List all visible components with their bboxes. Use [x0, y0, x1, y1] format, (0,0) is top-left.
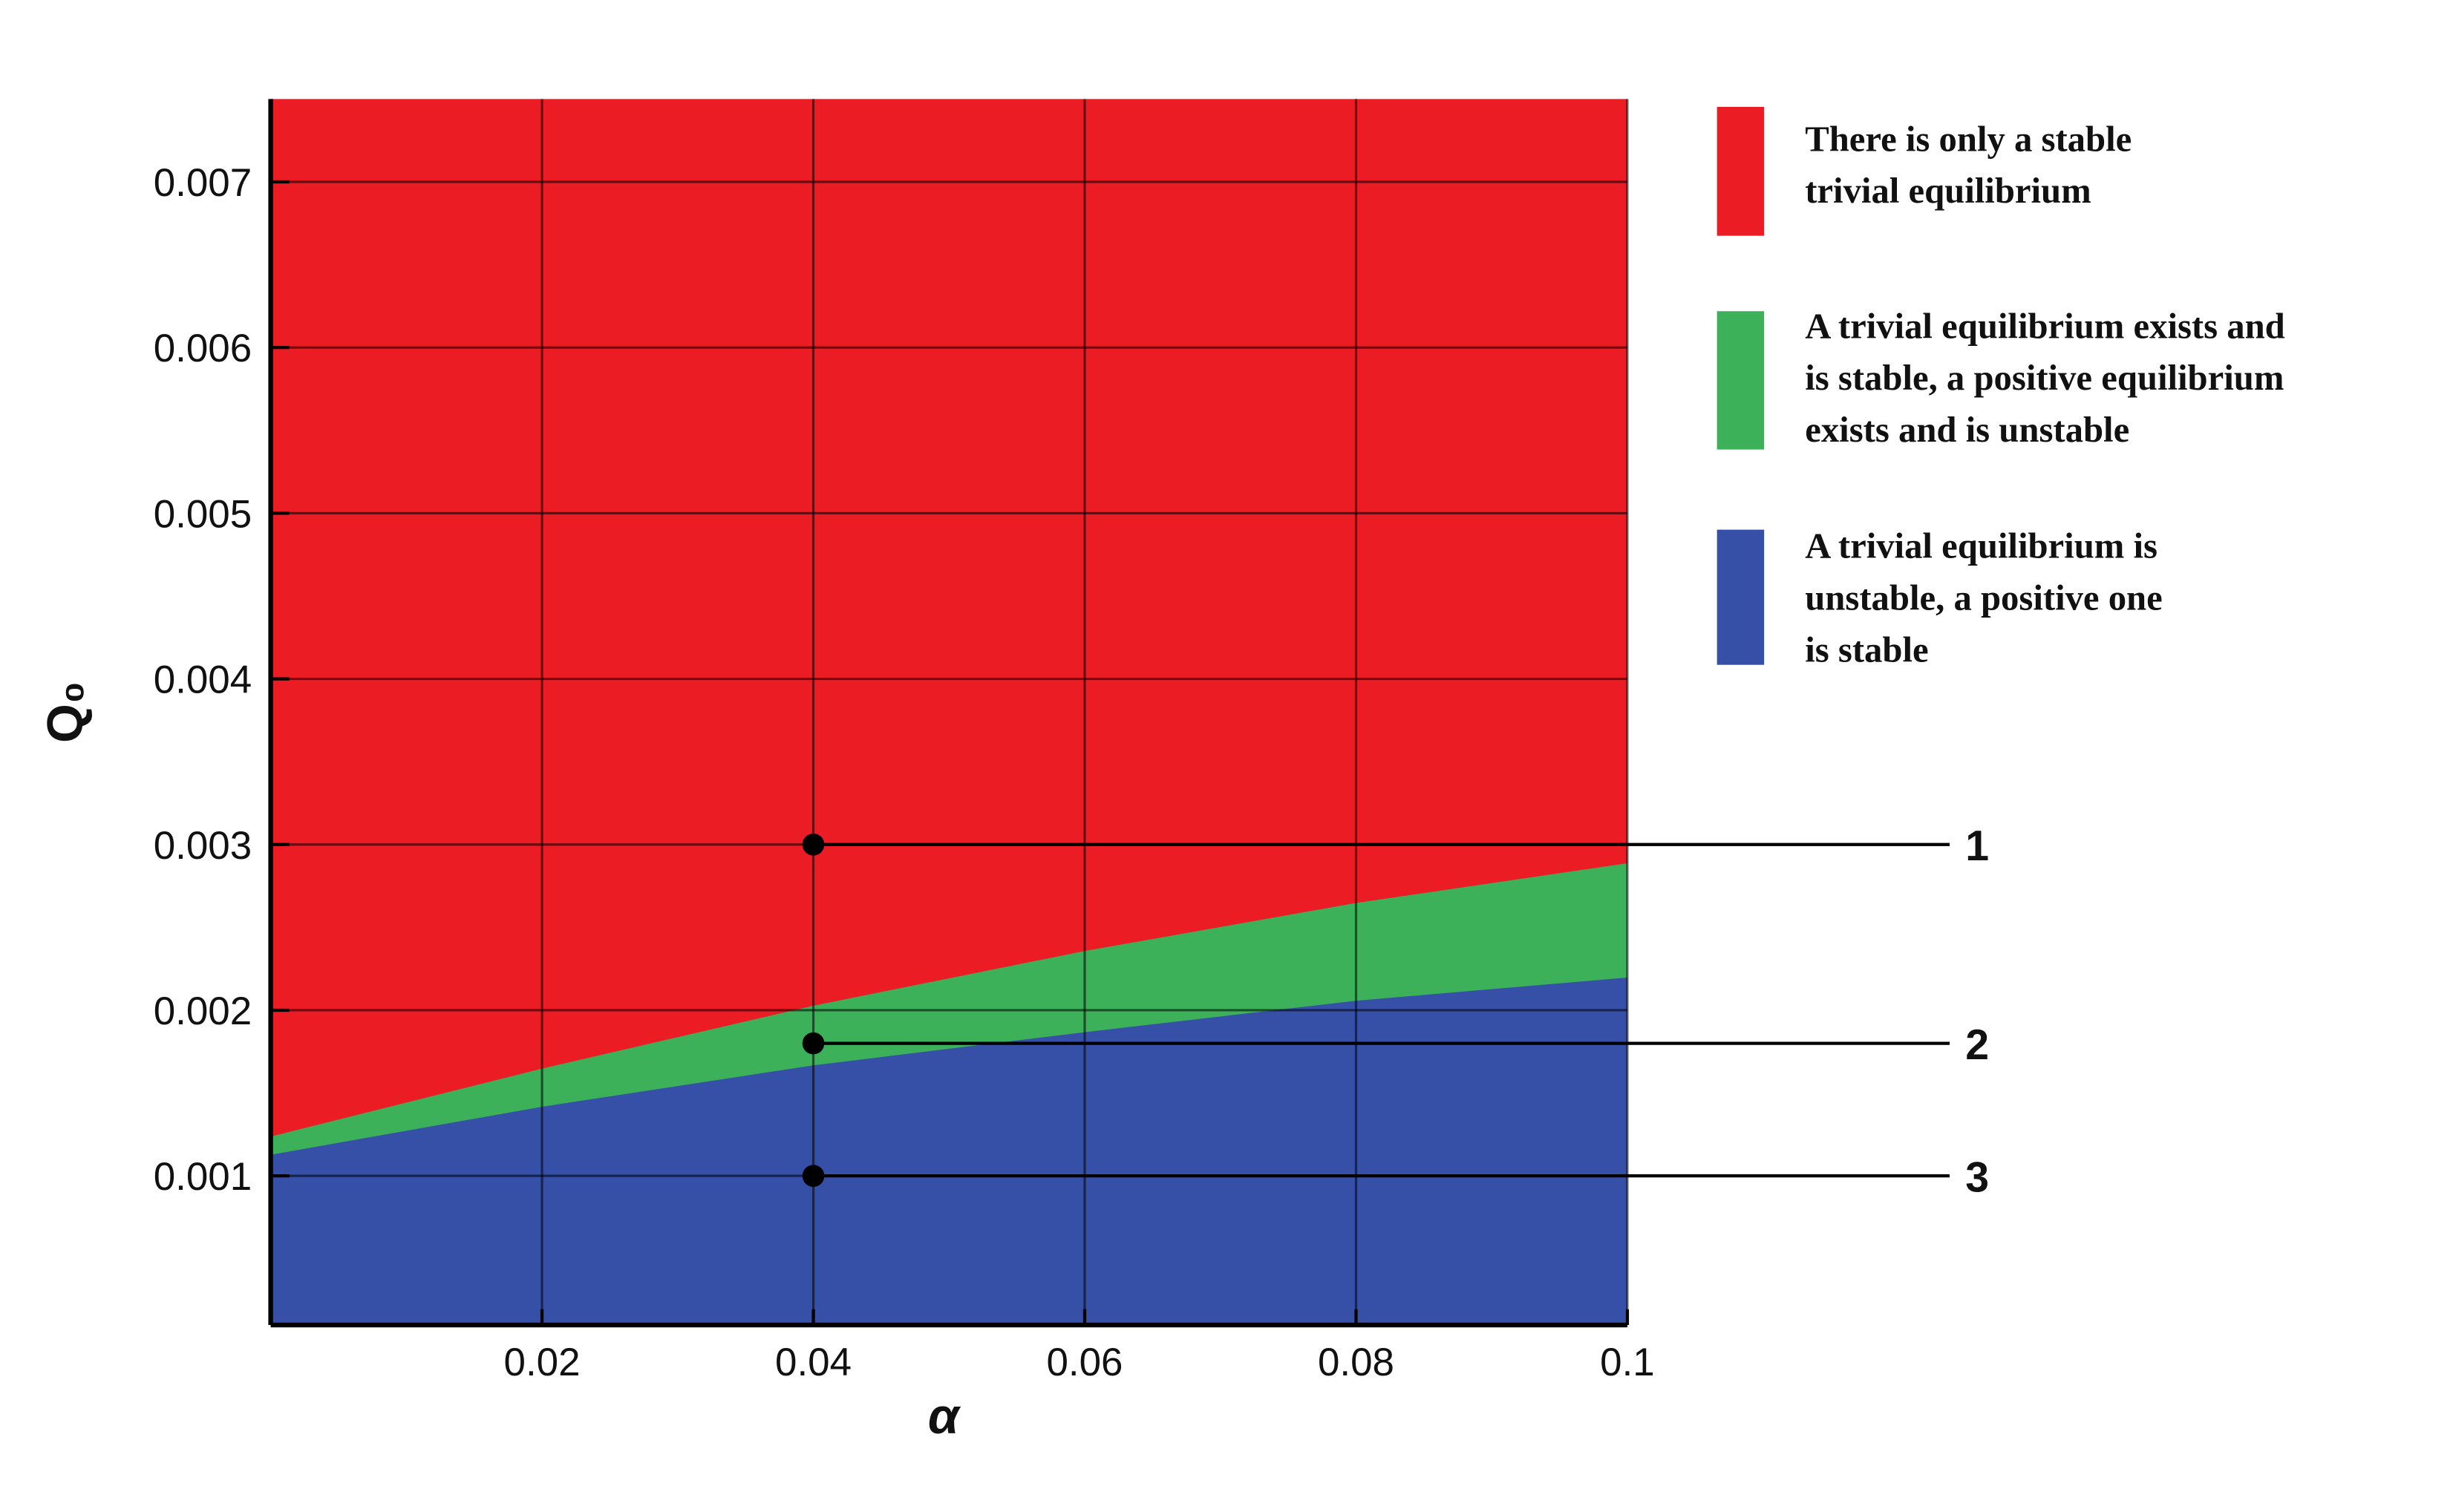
x-tick-label: 0.06 — [1046, 1341, 1123, 1384]
point — [802, 833, 825, 856]
legend-label: is stable — [1805, 629, 1928, 670]
x-tick-label: 0.08 — [1318, 1341, 1394, 1384]
y-tick-label: 0.003 — [154, 824, 252, 868]
point-label: 1 — [1965, 822, 1989, 870]
legend-swatch — [1717, 311, 1765, 450]
y-axis-title: Q₀ — [37, 681, 93, 743]
point-label: 3 — [1965, 1153, 1989, 1201]
legend-label: A trivial equilibrium exists and — [1805, 306, 2285, 346]
y-tick-label: 0.007 — [154, 161, 252, 205]
legend-label: A trivial equilibrium is — [1805, 526, 2158, 566]
region-boundary — [270, 977, 1628, 1157]
point-label: 2 — [1965, 1021, 1989, 1069]
legend-label: is stable, a positive equilibrium — [1805, 358, 2284, 398]
x-tick-label: 0.02 — [504, 1341, 581, 1384]
point — [802, 1032, 825, 1055]
region-boundary — [270, 863, 1628, 1139]
point — [802, 1165, 825, 1187]
y-tick-label: 0.002 — [154, 989, 252, 1033]
y-tick-label: 0.001 — [154, 1155, 252, 1199]
legend-swatch — [1717, 529, 1765, 665]
x-tick-label: 0.04 — [775, 1341, 852, 1384]
legend-label: unstable, a positive one — [1805, 578, 2163, 618]
legend-label: exists and is unstable — [1805, 410, 2129, 450]
y-tick-label: 0.006 — [154, 327, 252, 370]
legend-swatch — [1717, 106, 1765, 236]
y-tick-label: 0.004 — [154, 658, 252, 702]
legend-label: trivial equilibrium — [1805, 171, 2091, 211]
x-tick-label: 0.1 — [1600, 1341, 1655, 1384]
legend-label: There is only a stable — [1805, 119, 2132, 159]
region-fill — [270, 978, 1627, 1326]
x-axis-title: α — [928, 1389, 961, 1444]
y-tick-label: 0.005 — [154, 492, 252, 536]
